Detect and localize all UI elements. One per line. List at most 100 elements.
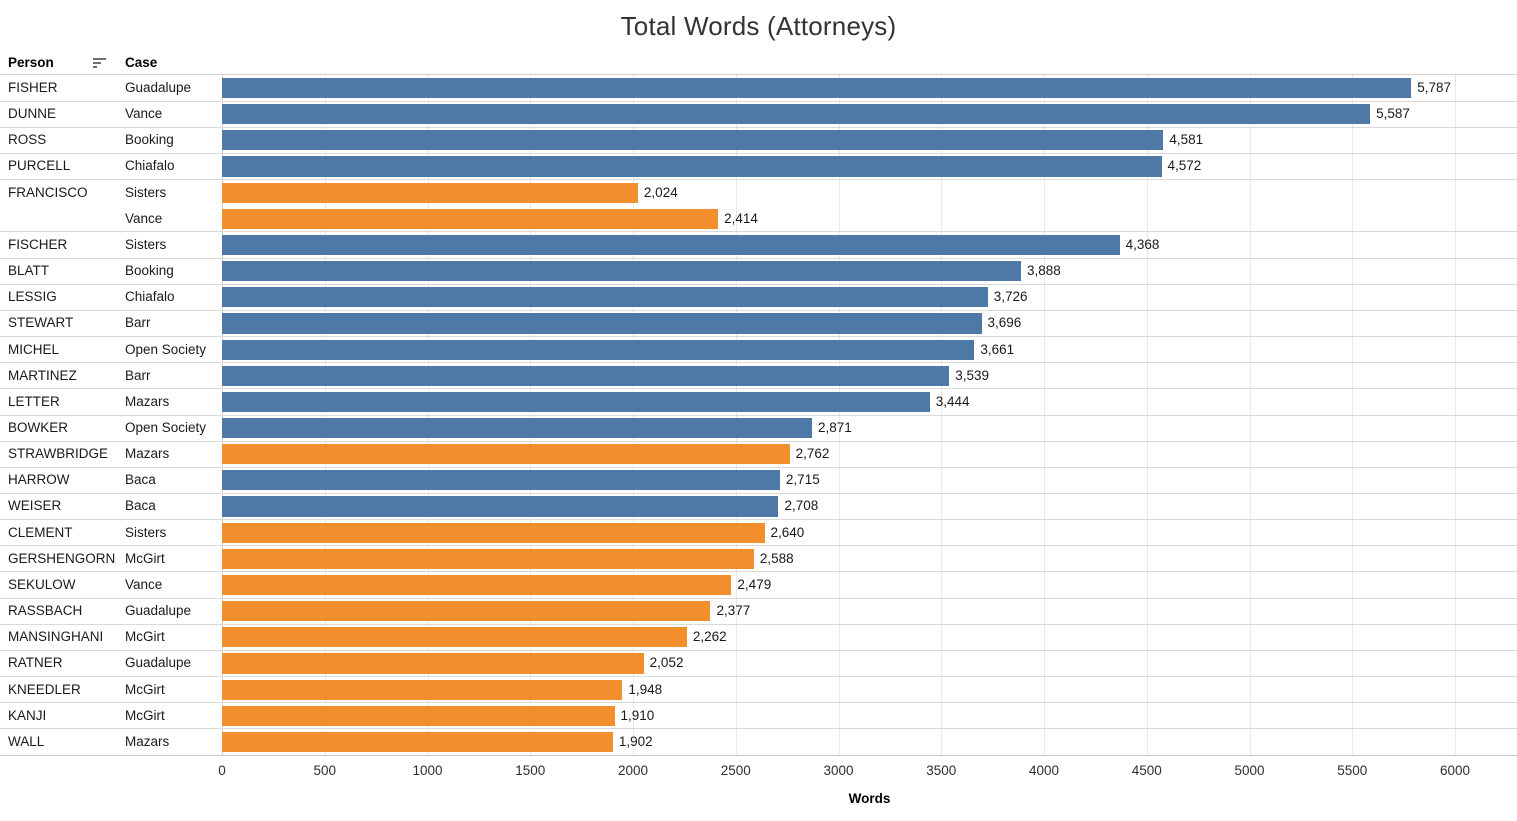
bar[interactable] xyxy=(222,261,1021,282)
case-label[interactable]: Chiafalo xyxy=(125,158,175,174)
person-label[interactable]: RASSBACH xyxy=(8,603,83,619)
case-label[interactable]: Barr xyxy=(125,367,151,383)
case-label[interactable]: Baca xyxy=(125,472,156,488)
bar-value-label: 5,787 xyxy=(1417,80,1452,95)
bar[interactable] xyxy=(222,653,644,674)
case-label[interactable]: Chiafalo xyxy=(125,289,175,305)
person-column-header[interactable]: Person xyxy=(8,55,54,70)
row-divider xyxy=(0,414,1517,416)
bar[interactable] xyxy=(222,391,930,412)
case-label[interactable]: Mazars xyxy=(125,393,170,409)
person-label[interactable]: MICHEL xyxy=(8,341,60,357)
bar[interactable] xyxy=(222,339,975,360)
row-divider xyxy=(0,597,1517,599)
case-label[interactable]: Baca xyxy=(125,498,156,514)
case-label[interactable]: Sisters xyxy=(125,236,167,252)
bar[interactable] xyxy=(222,627,687,648)
case-label[interactable]: Open Society xyxy=(125,341,207,357)
case-column-header[interactable]: Case xyxy=(125,55,158,70)
row-divider xyxy=(0,100,1517,102)
bar[interactable] xyxy=(222,574,732,596)
case-label[interactable]: Vance xyxy=(125,210,163,226)
table-row: RATNER Guadalupe 2,052 xyxy=(0,650,1517,676)
person-label[interactable]: WALL xyxy=(8,733,45,749)
bar[interactable] xyxy=(222,104,1371,125)
bar[interactable] xyxy=(222,418,812,439)
person-label[interactable]: KANJI xyxy=(8,707,47,723)
bar[interactable] xyxy=(222,182,638,203)
bar[interactable] xyxy=(222,470,780,491)
row-divider xyxy=(0,388,1517,390)
person-label[interactable]: DUNNE xyxy=(8,106,57,122)
bar-track: 2,414 xyxy=(222,206,1517,232)
person-label[interactable]: CLEMENT xyxy=(8,524,73,540)
bar[interactable] xyxy=(222,679,623,700)
row-divider xyxy=(0,623,1517,625)
person-label[interactable]: GERSHENGORN xyxy=(8,550,116,566)
bar-track: 2,377 xyxy=(222,598,1517,624)
table-row: STRAWBRIDGE Mazars 2,762 xyxy=(0,441,1517,467)
case-label[interactable]: McGirt xyxy=(125,629,165,645)
person-label[interactable]: FISHER xyxy=(8,80,58,95)
case-label[interactable]: Vance xyxy=(125,106,163,122)
person-label[interactable]: FISCHER xyxy=(8,236,68,252)
person-label[interactable]: SEKULOW xyxy=(8,576,76,592)
bar[interactable] xyxy=(222,548,754,569)
bar-track: 1,948 xyxy=(222,677,1517,703)
case-label[interactable]: Open Society xyxy=(125,420,207,435)
bar[interactable] xyxy=(222,365,950,386)
bar[interactable] xyxy=(222,130,1164,151)
bar[interactable] xyxy=(222,444,790,465)
x-tick-label: 3500 xyxy=(926,763,957,778)
person-label[interactable]: STRAWBRIDGE xyxy=(8,446,109,462)
case-label[interactable]: Guadalupe xyxy=(125,603,192,619)
person-label[interactable]: BOWKER xyxy=(8,420,69,435)
sort-descending-icon[interactable] xyxy=(93,58,106,69)
table-row: BOWKER Open Society 2,871 xyxy=(0,415,1517,441)
person-label[interactable]: BLATT xyxy=(8,263,50,279)
person-label[interactable]: LESSIG xyxy=(8,289,57,305)
bar[interactable] xyxy=(222,234,1120,256)
person-label[interactable]: MANSINGHANI xyxy=(8,629,104,645)
person-label[interactable]: MARTINEZ xyxy=(8,367,77,383)
bar[interactable] xyxy=(222,731,613,752)
case-label[interactable]: McGirt xyxy=(125,550,165,566)
person-label[interactable]: STEWART xyxy=(8,315,74,331)
case-label[interactable]: Sisters xyxy=(125,524,167,540)
case-label[interactable]: Booking xyxy=(125,263,174,279)
bar[interactable] xyxy=(222,705,615,726)
person-label[interactable]: ROSS xyxy=(8,132,47,148)
case-label[interactable]: Guadalupe xyxy=(125,655,192,671)
table-row: WALL Mazars 1,902 xyxy=(0,729,1517,755)
person-label[interactable]: HARROW xyxy=(8,472,70,488)
person-label[interactable]: LETTER xyxy=(8,393,60,409)
bar-track: 5,787 xyxy=(222,75,1517,101)
person-label[interactable]: KNEEDLER xyxy=(8,681,81,697)
case-label[interactable]: Guadalupe xyxy=(125,80,192,95)
case-label[interactable]: Sisters xyxy=(125,184,167,200)
bar[interactable] xyxy=(222,156,1162,177)
case-label[interactable]: Mazars xyxy=(125,733,170,749)
person-label[interactable]: WEISER xyxy=(8,498,62,514)
case-label[interactable]: Barr xyxy=(125,315,151,331)
bar[interactable] xyxy=(222,208,719,229)
case-label[interactable]: McGirt xyxy=(125,681,165,697)
bar[interactable] xyxy=(222,601,711,622)
bar[interactable] xyxy=(222,78,1412,99)
table-row: RASSBACH Guadalupe 2,377 xyxy=(0,598,1517,624)
person-label[interactable]: PURCELL xyxy=(8,158,71,174)
case-label[interactable]: Booking xyxy=(125,132,174,148)
person-label[interactable]: RATNER xyxy=(8,655,63,671)
bar[interactable] xyxy=(222,522,765,543)
case-label[interactable]: Vance xyxy=(125,576,163,592)
case-label[interactable]: McGirt xyxy=(125,707,165,723)
bar[interactable] xyxy=(222,287,988,308)
person-label[interactable]: FRANCISCO xyxy=(8,184,88,200)
bar-track: 2,262 xyxy=(222,624,1517,650)
case-label[interactable]: Mazars xyxy=(125,446,170,462)
bar[interactable] xyxy=(222,496,779,517)
bar-value-label: 2,479 xyxy=(737,576,772,592)
row-divider xyxy=(0,126,1517,128)
bar-value-label: 1,910 xyxy=(620,707,655,723)
bar[interactable] xyxy=(222,313,982,334)
